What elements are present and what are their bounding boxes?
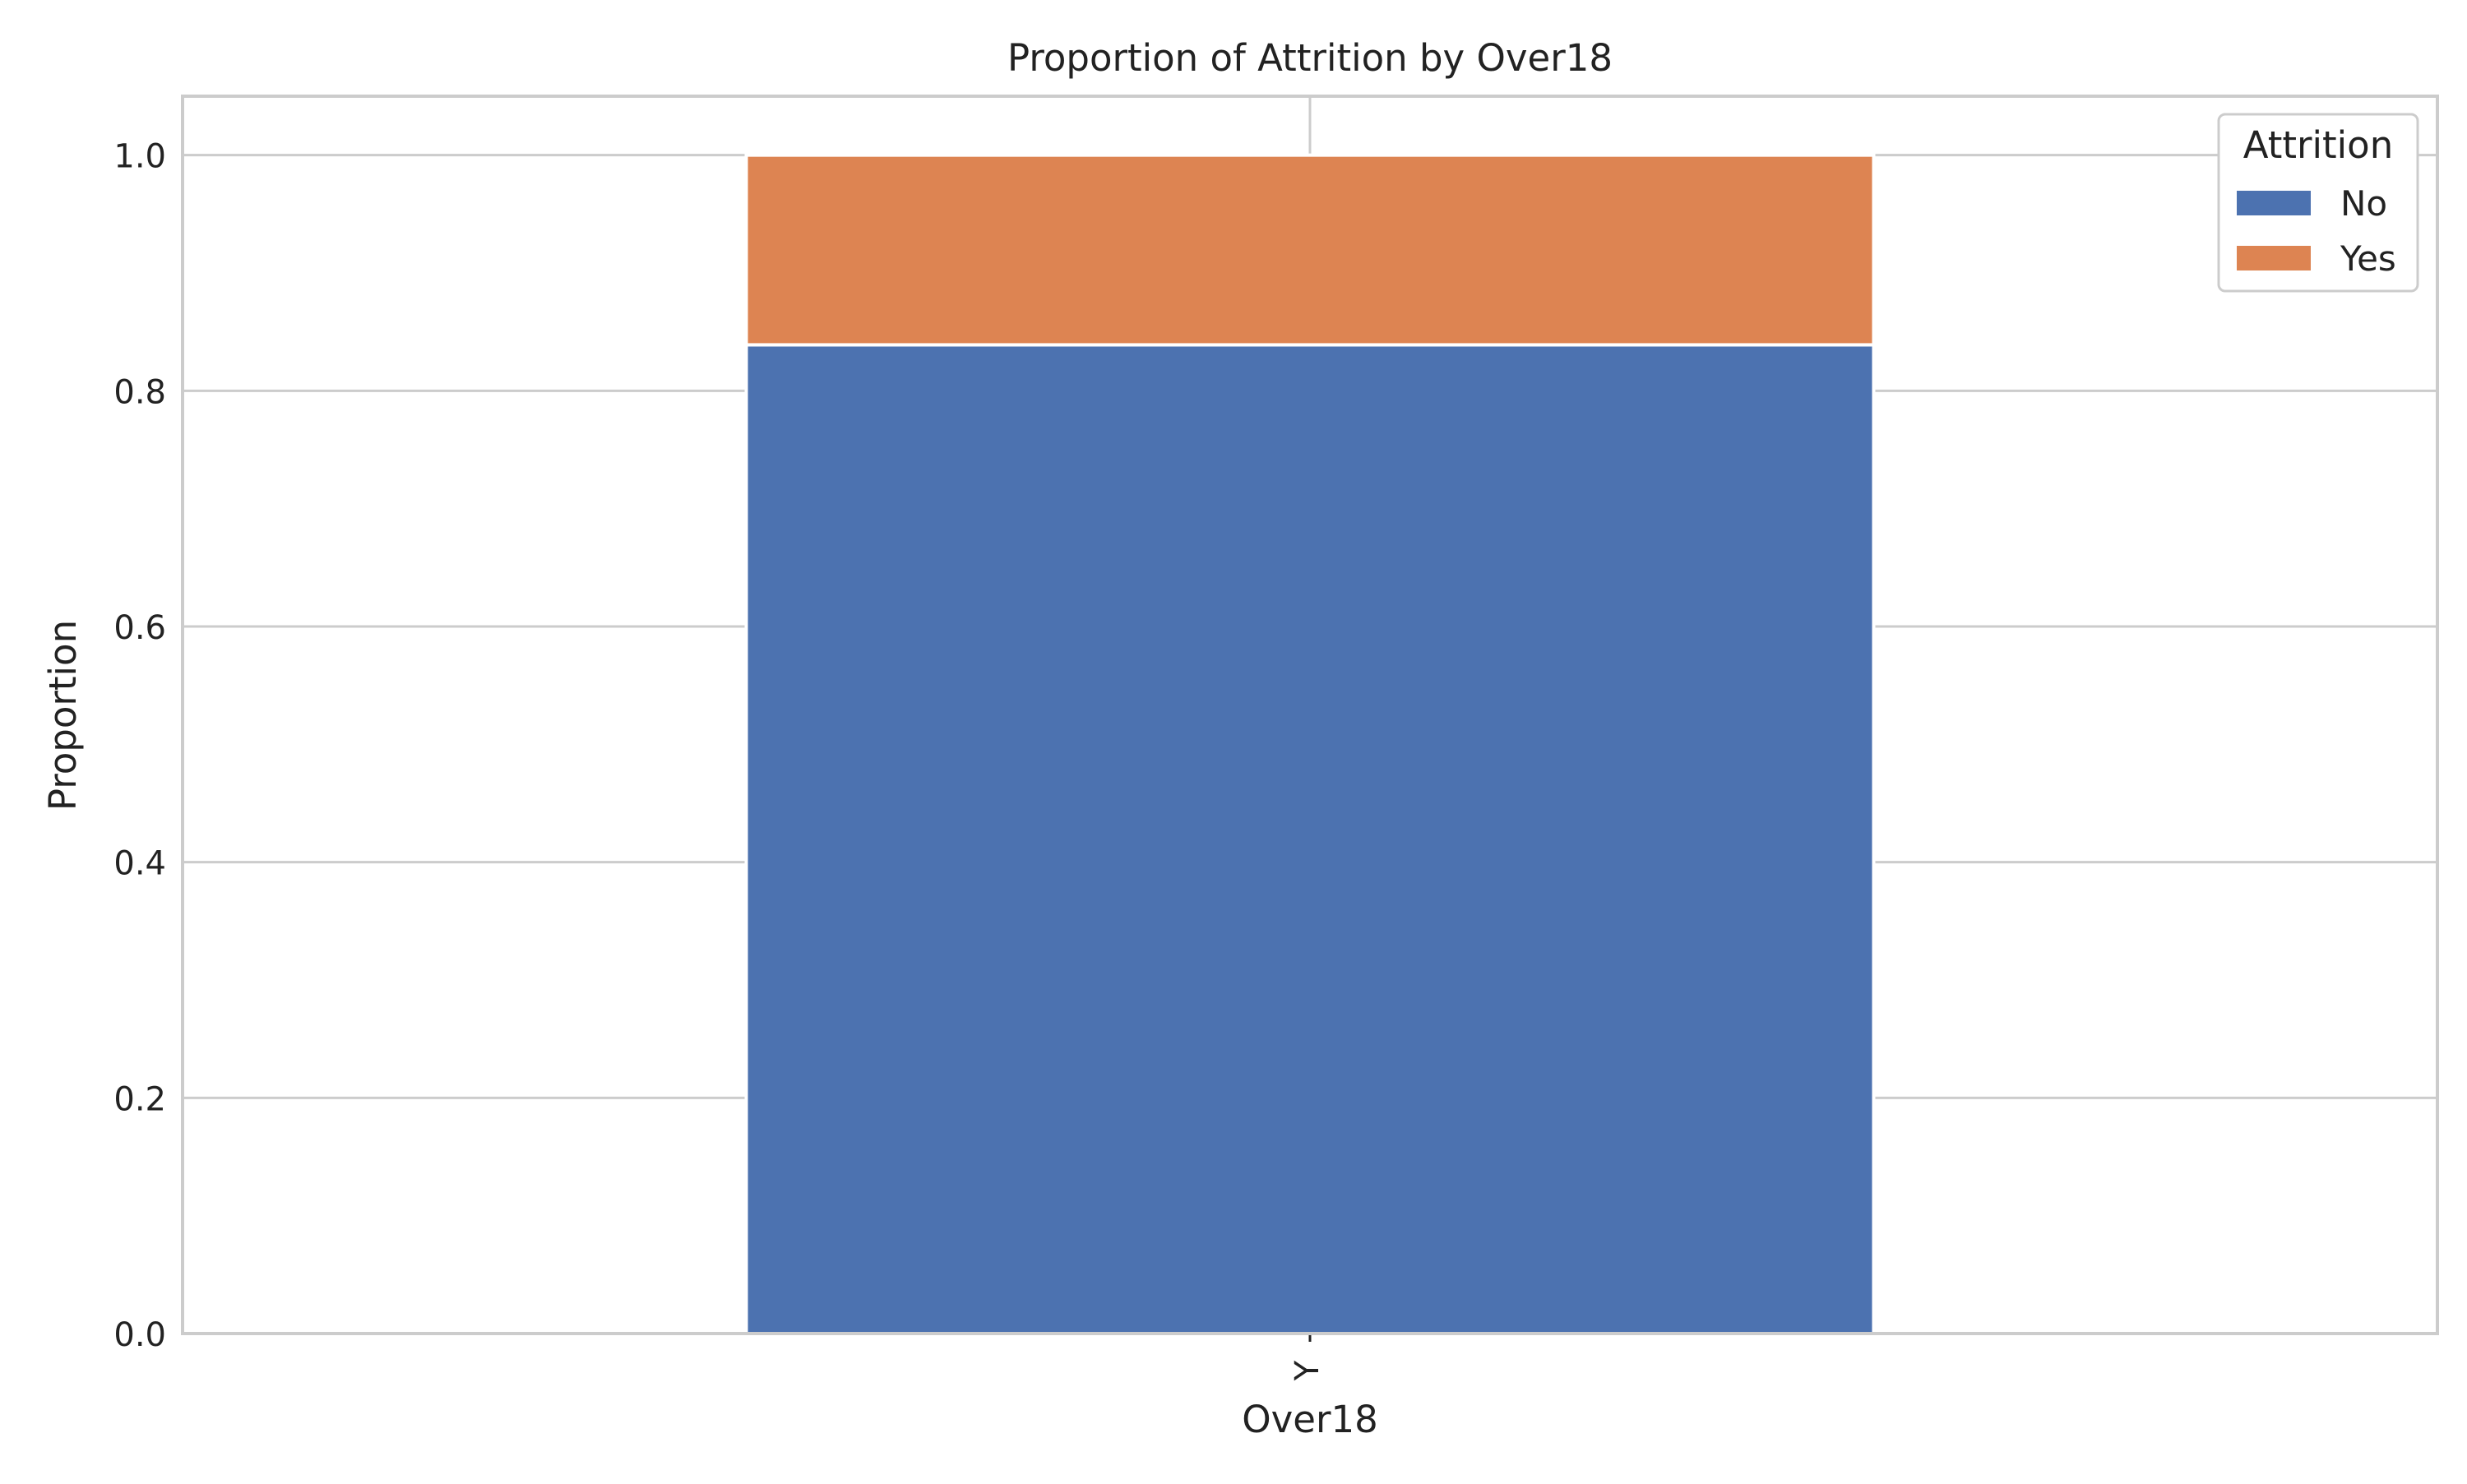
y-tick-label: 0.2	[113, 1080, 166, 1118]
y-tick-label: 0.4	[113, 845, 166, 883]
axes-layer: 0.0 0.2 0.4 0.6 0.8 1.0 Y	[113, 95, 2439, 1381]
legend-swatch-no	[2237, 191, 2311, 215]
y-tick-label: 1.0	[113, 138, 166, 176]
y-tick-label: 0.6	[113, 609, 166, 647]
x-tick-label: Y	[1289, 1360, 1326, 1381]
bar-yes	[744, 153, 1876, 347]
legend-label-no: No	[2340, 183, 2387, 224]
bars-layer	[744, 153, 1876, 1335]
plot-frame	[181, 95, 2439, 1335]
y-tick-label: 0.8	[113, 373, 166, 411]
chart-title: Proportion of Attrition by Over18	[1007, 36, 1613, 80]
bar-no	[744, 343, 1876, 1335]
y-tick-label: 0.0	[113, 1316, 166, 1354]
legend-label-yes: Yes	[2340, 238, 2396, 279]
y-axis-label: Proportion	[41, 620, 85, 811]
x-axis-label: Over18	[1242, 1398, 1378, 1441]
legend-title: Attrition	[2243, 123, 2393, 167]
legend: Attrition No Yes	[2217, 113, 2419, 293]
legend-swatch-yes	[2237, 246, 2311, 270]
